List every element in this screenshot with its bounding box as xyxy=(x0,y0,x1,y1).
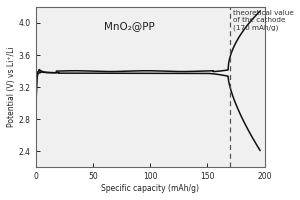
Text: MnO₂@PP: MnO₂@PP xyxy=(104,21,155,31)
Y-axis label: Potential (V) vs Li⁺/Li: Potential (V) vs Li⁺/Li xyxy=(7,47,16,127)
X-axis label: Specific capacity (mAh/g): Specific capacity (mAh/g) xyxy=(101,184,199,193)
Text: theoretical value: theoretical value xyxy=(233,10,293,16)
Text: of the cathode: of the cathode xyxy=(233,17,285,23)
Text: (170 mAh/g): (170 mAh/g) xyxy=(233,25,278,31)
